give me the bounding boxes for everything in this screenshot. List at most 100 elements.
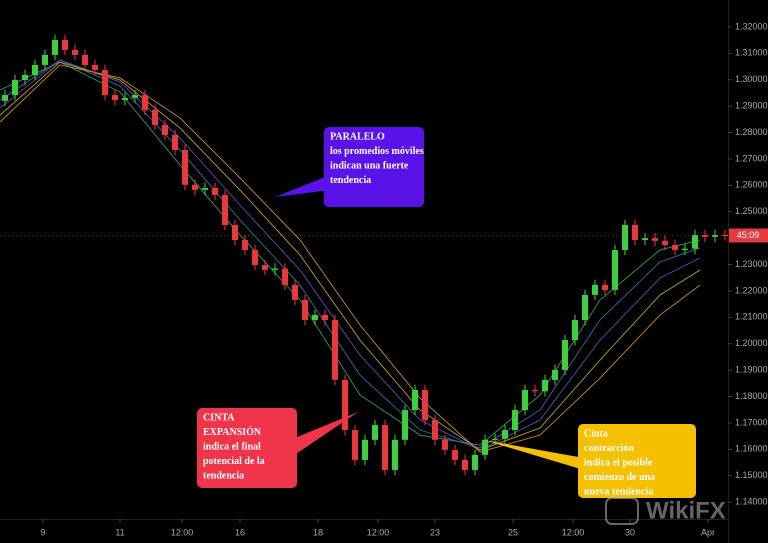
candle-body	[102, 69, 108, 96]
candle-body	[312, 314, 318, 320]
candle-body	[122, 97, 128, 101]
candle-body	[392, 439, 398, 470]
candle-body	[382, 425, 388, 470]
callout-text: indica el posible	[584, 457, 653, 468]
price-tag: 45:09	[737, 230, 760, 240]
candle-body	[242, 239, 248, 251]
candle-body	[662, 240, 668, 246]
candle-body	[92, 64, 98, 70]
x-tick-label: 12:00	[562, 527, 585, 537]
callout-text: comienzo de una	[584, 472, 655, 483]
x-tick-label: 9	[40, 527, 45, 537]
candle-body	[342, 379, 348, 431]
x-tick-label: 18	[313, 527, 323, 537]
callout-pointer	[484, 440, 584, 470]
moving-average	[0, 64, 701, 453]
candle-body	[82, 54, 88, 65]
callout-pointer	[275, 175, 330, 197]
candle-body	[442, 439, 448, 450]
y-tick-label: 1.19000	[735, 365, 768, 375]
x-tick-label: 11	[115, 527, 124, 537]
candle-body	[572, 319, 578, 341]
moving-average	[0, 59, 701, 451]
price-tag-box	[729, 228, 768, 243]
y-tick-label: 1.28000	[735, 127, 768, 137]
callout-text: Cinta	[584, 428, 608, 439]
candle-body	[352, 430, 358, 460]
callout-text: tendencia	[203, 470, 244, 481]
candle-body	[612, 250, 618, 290]
candle-body	[262, 265, 268, 270]
candle-body	[482, 439, 488, 455]
candle-body	[72, 49, 78, 55]
candle-body	[642, 238, 648, 240]
y-tick-label: 1.21000	[735, 312, 768, 322]
moving-average	[0, 61, 701, 446]
candle-body	[32, 64, 38, 75]
candle-body	[282, 268, 288, 285]
candle-body	[402, 410, 408, 440]
x-tick-label: 12:00	[171, 527, 194, 537]
candle-body	[132, 95, 138, 98]
callout-text: indican una fuerte	[330, 160, 409, 171]
candle-body	[52, 39, 58, 55]
y-tick-label: 1.31000	[735, 48, 768, 58]
candle-body	[322, 314, 328, 320]
y-tick-label: 1.18000	[735, 391, 768, 401]
candle-body	[42, 54, 48, 65]
y-tick-label: 1.27000	[735, 153, 768, 163]
watermark-icon	[605, 497, 639, 525]
callout-text: PARALELO	[330, 131, 385, 142]
candle-body	[432, 420, 438, 440]
candle-body	[492, 438, 498, 440]
candle-body	[142, 95, 148, 110]
candle-body	[292, 284, 298, 300]
candle-body	[452, 449, 458, 460]
x-tick-label: 25	[508, 527, 518, 537]
callout-box	[578, 424, 696, 498]
candle-body	[542, 379, 548, 392]
candle-body	[472, 454, 478, 470]
candle-body	[362, 439, 368, 460]
candle-body	[712, 234, 718, 237]
candle-body	[592, 284, 598, 295]
candle-body	[552, 369, 558, 380]
moving-average	[0, 61, 701, 451]
y-tick-label: 1.23000	[735, 259, 768, 269]
candle-body	[682, 248, 688, 251]
candle-body	[192, 184, 198, 190]
x-tick-label: 23	[430, 527, 440, 537]
callout-box	[197, 408, 297, 488]
candle-body	[62, 39, 68, 50]
y-tick-label: 1.22000	[735, 285, 768, 295]
candle-body	[272, 268, 278, 270]
candle-body	[372, 425, 378, 440]
candle-body	[652, 238, 658, 241]
candle-body	[412, 389, 418, 411]
x-tick-label: 16	[235, 527, 245, 537]
candle-body	[332, 319, 338, 380]
y-tick-label: 1.20000	[735, 338, 768, 348]
y-tick-label: 1.16000	[735, 444, 768, 454]
candle-body	[112, 95, 118, 101]
candle-body	[672, 245, 678, 251]
callout-text: CINTA	[203, 412, 235, 423]
callout-text: potencial de la	[203, 456, 265, 467]
candle-body	[252, 250, 258, 266]
x-tick-label: Apr	[701, 527, 715, 537]
candle-body	[512, 410, 518, 431]
y-tick-label: 1.32000	[735, 21, 768, 31]
moving-average	[0, 59, 701, 449]
candle-body	[582, 294, 588, 320]
candle-body	[22, 74, 28, 80]
candle-body	[202, 187, 208, 190]
candle-body	[232, 224, 238, 240]
candle-body	[692, 234, 698, 249]
y-tick-label: 1.14000	[735, 497, 768, 507]
watermark: WikiFX	[646, 497, 726, 524]
y-tick-label: 1.17000	[735, 417, 768, 427]
candle-body	[622, 224, 628, 251]
y-tick-label: 1.26000	[735, 180, 768, 190]
candle-body	[182, 149, 188, 185]
